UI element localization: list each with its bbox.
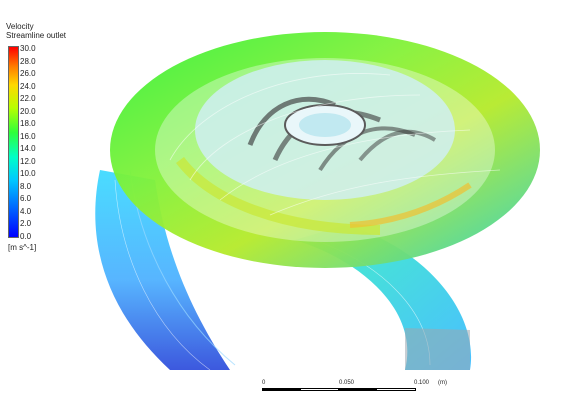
legend-tick: 28.0 xyxy=(20,56,36,66)
legend-tick: 8.0 xyxy=(20,181,32,191)
streamline-render[interactable] xyxy=(60,10,560,385)
legend-subtitle: Streamline outlet xyxy=(6,31,67,40)
legend-tick: 10.0 xyxy=(20,169,36,178)
legend-ticks: 30.0 28.0 26.0 24.0 22.0 20.0 18.0 16.0 … xyxy=(20,44,80,244)
legend-tick: 14.0 xyxy=(20,144,36,153)
scale-start: 0 xyxy=(262,380,266,386)
legend-tick: 24.0 xyxy=(20,81,36,91)
legend-tick: 20.0 xyxy=(20,106,36,116)
color-legend-bar xyxy=(8,46,19,238)
scale-unit: (m) xyxy=(438,380,447,386)
legend-tick: 18.0 xyxy=(20,119,36,128)
scale-seg xyxy=(300,388,340,391)
legend-tick: 26.0 xyxy=(20,69,36,78)
legend-tick: 4.0 xyxy=(20,206,32,216)
legend-tick: 0.0 xyxy=(20,231,32,241)
scale-seg xyxy=(338,388,376,391)
legend-tick: 22.0 xyxy=(20,94,36,103)
legend-tick: 2.0 xyxy=(20,219,32,228)
legend-tick: 30.0 xyxy=(20,44,36,53)
legend-tick: 12.0 xyxy=(20,156,36,166)
legend-title: Velocity xyxy=(6,22,34,31)
velocity-legend: Velocity Streamline outlet 30.0 28.0 26.… xyxy=(6,22,86,252)
legend-tick: 16.0 xyxy=(20,131,36,141)
scale-end: 0.100 xyxy=(414,380,430,386)
impeller xyxy=(195,60,455,200)
legend-tick: 6.0 xyxy=(20,194,32,203)
scale-bar: 0 0.050 0.100 (m) xyxy=(262,380,462,396)
legend-unit: [m s^-1] xyxy=(8,243,37,252)
scale-seg xyxy=(262,388,300,391)
scale-seg xyxy=(376,388,416,391)
scale-mid: 0.050 xyxy=(339,380,355,386)
streamlines xyxy=(169,73,501,216)
